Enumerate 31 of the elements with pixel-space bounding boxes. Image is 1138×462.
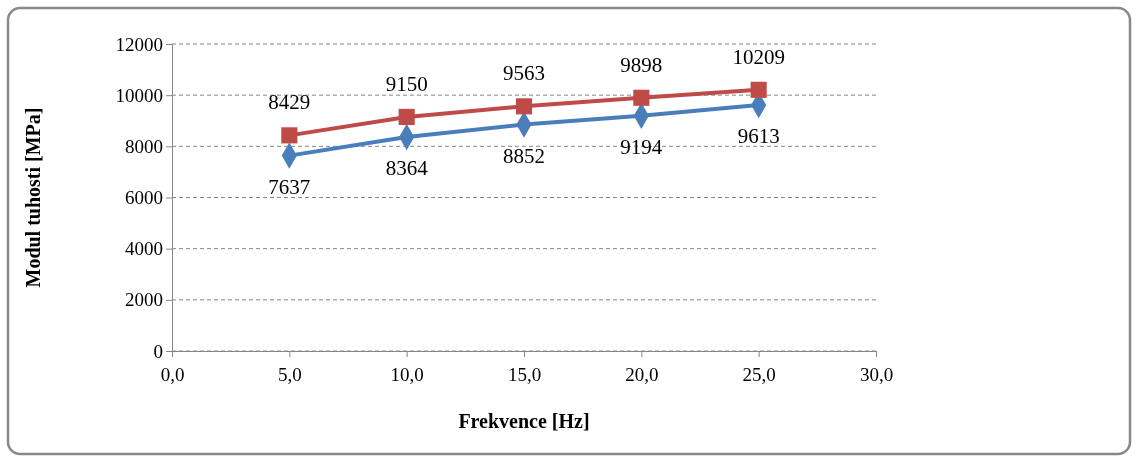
- data-label: 8852: [503, 143, 545, 168]
- x-tick-label: 20,0: [625, 363, 659, 385]
- x-tick-label: 30,0: [859, 363, 894, 385]
- y-tick-label: 8000: [125, 135, 163, 157]
- x-tick-label: 15,0: [507, 363, 542, 385]
- y-tick-label: 6000: [125, 187, 163, 209]
- x-axis-title: Frekvence [Hz]: [458, 410, 590, 432]
- data-label: 7637: [268, 174, 311, 199]
- data-label: 9150: [385, 71, 428, 96]
- point: [750, 81, 767, 98]
- point: [515, 98, 533, 115]
- y-tick-label: 12000: [115, 33, 163, 55]
- data-label: 10209: [732, 44, 785, 69]
- point: [633, 89, 650, 106]
- x-tick-label: 25,0: [742, 363, 776, 385]
- x-tick-label: 0,0: [160, 363, 185, 385]
- data-label: 9194: [620, 134, 663, 159]
- y-tick-label: 4000: [125, 238, 163, 260]
- point: [398, 108, 415, 125]
- y-tick-label: 0: [153, 340, 163, 362]
- data-label: 8429: [268, 90, 311, 115]
- point: [281, 127, 298, 144]
- x-tick-label: 10,0: [390, 363, 424, 385]
- y-axis-title: Modul tuhosti [MPa]: [22, 107, 44, 288]
- data-label: 8364: [385, 156, 429, 181]
- x-tick-label: 5,0: [277, 363, 302, 385]
- y-tick-label: 10000: [115, 84, 163, 106]
- data-label: 9613: [737, 124, 780, 149]
- data-label: 9898: [620, 52, 663, 77]
- data-label: 9563: [503, 61, 545, 86]
- y-tick-label: 2000: [125, 289, 163, 311]
